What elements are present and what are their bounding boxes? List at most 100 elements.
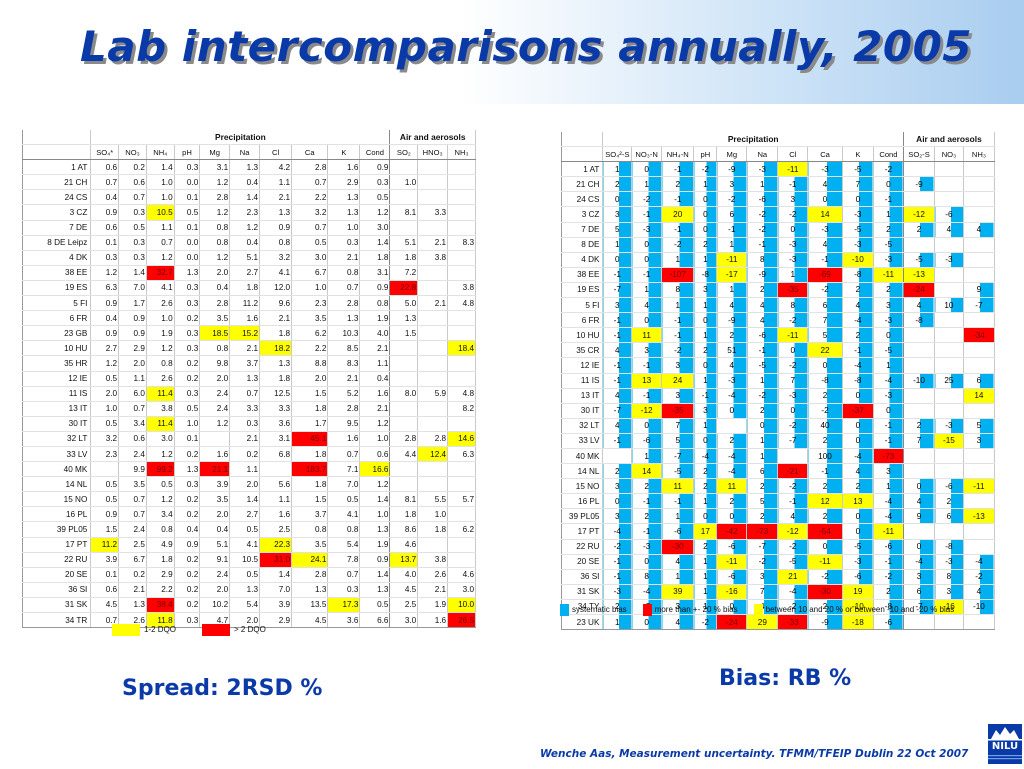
value-cell: 1.3: [359, 521, 391, 538]
value-cell: 45.1: [291, 431, 329, 447]
value-cell: 1.2: [359, 476, 391, 493]
table-row: 36 SI -1 8 1 1 -6 3 21 -2 -6 -2 3 8 -2: [560, 569, 996, 585]
value-cell: -10: [903, 373, 936, 389]
value-cell: 5.5: [417, 491, 449, 508]
station-cell: 22 RU: [21, 552, 92, 568]
legend-label: 1-2 DQO: [144, 625, 177, 635]
value-cell: 2.5: [389, 597, 419, 614]
station-cell: 33 LV: [21, 446, 92, 463]
value-cell: 3.1: [359, 265, 391, 281]
value-cell: 2.2: [291, 189, 329, 206]
value-cell: -1: [631, 357, 663, 374]
value-cell: 8.1: [389, 491, 419, 508]
value-cell: -21: [777, 463, 809, 480]
value-cell: [447, 265, 476, 281]
value-cell: -10: [842, 252, 874, 268]
value-cell: 7.0: [327, 476, 361, 493]
value-cell: 7: [777, 373, 809, 389]
value-cell: [934, 388, 964, 404]
legend-item: between 10 and 20 % or between -10 and -…: [753, 604, 955, 616]
value-cell: 0.8: [146, 355, 175, 372]
value-cell: -4: [963, 554, 996, 570]
value-cell: -2: [746, 388, 779, 404]
value-cell: -2: [746, 206, 779, 223]
value-cell: -2: [661, 237, 695, 253]
value-cell: 0.2: [174, 552, 201, 568]
value-cell: 4.0: [389, 567, 419, 583]
value-cell: 3.7: [291, 506, 329, 523]
value-cell: 2.1: [417, 582, 449, 598]
value-cell: 0.2: [174, 446, 201, 463]
value-cell: 0.3: [174, 325, 201, 342]
table-row: 34 TY2-23104-22-10-8-7-16-10: [560, 599, 996, 616]
value-cell: [447, 189, 476, 206]
value-cell: -2: [777, 478, 809, 495]
value-cell: 6.7: [291, 265, 329, 281]
value-cell: 3.0: [389, 612, 419, 629]
logo-text: NILU: [991, 741, 1019, 752]
value-cell: 4.5: [90, 597, 120, 614]
value-cell: 4: [963, 222, 996, 238]
value-cell: [934, 448, 964, 465]
table-row: 16 PL 0 -1 -1 1 2 5 -1 12 13 -4 4 2: [560, 493, 996, 510]
value-cell: [417, 416, 449, 432]
value-cell: [963, 252, 996, 268]
value-cell: 6.0: [118, 386, 147, 402]
value-cell: [934, 357, 964, 374]
value-cell: 5: [661, 433, 695, 449]
value-cell: 1.0: [327, 220, 361, 236]
value-cell: -4: [716, 463, 748, 480]
value-cell: [447, 325, 476, 342]
value-cell: 0: [842, 433, 874, 449]
value-cell: 1.3: [174, 461, 201, 478]
column-header: HNO₃: [417, 144, 449, 161]
value-cell: 2: [903, 222, 936, 238]
value-cell: 0: [777, 342, 809, 359]
value-cell: 0.4: [90, 189, 120, 206]
value-cell: 1: [873, 206, 904, 223]
value-cell: 1.3: [259, 355, 293, 372]
value-cell: 8: [746, 252, 779, 268]
value-cell: 2: [807, 433, 843, 449]
value-cell: 0.2: [174, 355, 201, 372]
value-cell: 0.4: [229, 235, 261, 251]
value-cell: 4.1: [229, 537, 261, 553]
station-cell: 38 EE: [21, 265, 92, 281]
value-cell: [417, 189, 449, 206]
value-cell: 1: [693, 252, 718, 268]
value-cell: 0.7: [229, 386, 261, 402]
value-cell: 2: [807, 478, 843, 495]
value-cell: 0.5: [118, 220, 147, 236]
value-cell: -6: [934, 478, 964, 495]
value-cell: [963, 191, 996, 208]
value-cell: -24: [903, 282, 936, 299]
value-cell: 5.7: [447, 491, 476, 508]
value-cell: 1: [693, 493, 718, 510]
value-cell: [447, 310, 476, 327]
value-cell: 4: [602, 388, 633, 404]
station-cell: 35 HR: [21, 355, 92, 372]
table-row: 24 CS 0.4 0.7 1.0 0.1 2.8 1.4 2.1 2.2 1.3 0.5: [21, 189, 476, 206]
value-cell: -2: [631, 191, 663, 208]
value-cell: [963, 342, 996, 359]
value-cell: 4: [661, 554, 695, 570]
value-cell: -1: [661, 161, 695, 178]
value-cell: 31.0: [259, 552, 293, 568]
station-cell: 19 ES: [21, 280, 92, 297]
value-cell: 4.6: [447, 567, 476, 583]
value-cell: 1.3: [327, 204, 361, 221]
table-row: 14 NL 2 14 -5 2 -4 6 -21 -1 4 3: [560, 463, 996, 480]
value-cell: 6: [807, 297, 843, 314]
value-cell: 7: [661, 418, 695, 434]
value-cell: 2.1: [229, 340, 261, 357]
value-cell: 2: [631, 478, 663, 495]
station-cell: 21 CH: [21, 174, 92, 191]
table-row: 39 PL05 3 2 1 0 0 2 4 2 0 -4 9 6 -13: [560, 508, 996, 525]
value-cell: 0.9: [359, 552, 391, 568]
value-cell: 0.3: [118, 235, 147, 251]
legend-label: between 10 and 20 % or between -10 and -…: [765, 605, 955, 615]
table-row: 11 IS 2.0 6.0 11.4 0.3 2.4 0.7 12.5 1.5 5.2 1.6 8.0…: [21, 386, 476, 402]
value-cell: 1.2: [199, 250, 231, 266]
value-cell: 0.7: [118, 401, 147, 417]
value-cell: [903, 388, 936, 404]
